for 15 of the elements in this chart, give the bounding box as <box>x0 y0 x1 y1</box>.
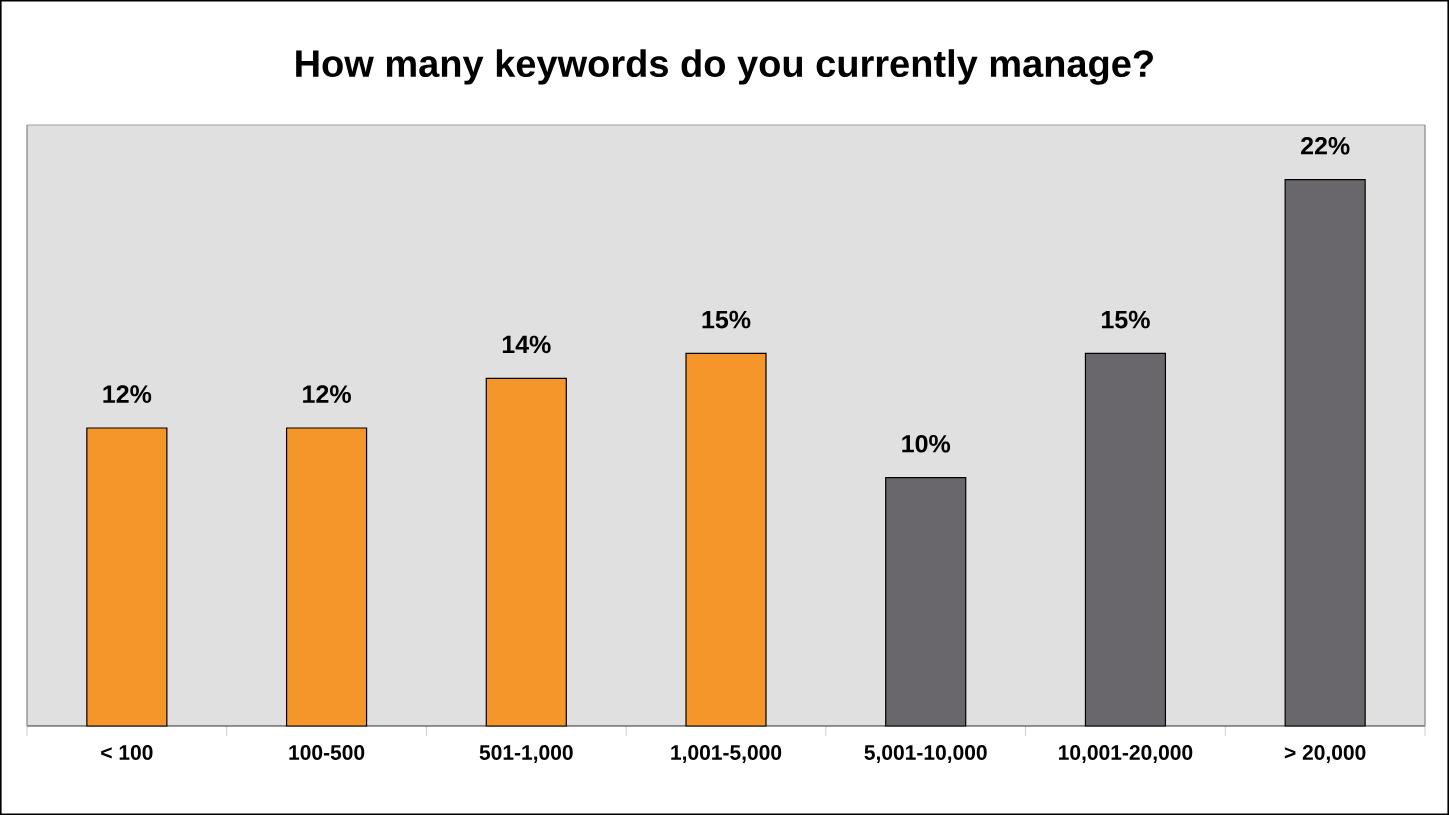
x-tick-label: 10,001-20,000 <box>1059 745 1193 763</box>
data-label: 15% <box>1101 310 1150 329</box>
data-label: 12% <box>303 385 351 403</box>
x-tick-label: 501-1,000 <box>479 745 573 763</box>
x-tick-label: 100-500 <box>289 745 365 760</box>
x-tick-label: 1,001-5,000 <box>671 745 782 763</box>
data-label: 15% <box>702 310 751 329</box>
data-label: 12% <box>103 385 152 403</box>
x-tick-label: 5,001-10,000 <box>864 745 987 763</box>
x-tick-label: > 20,000 <box>1284 745 1366 763</box>
data-label: 14% <box>502 335 551 354</box>
x-tick-label: < 100 <box>101 745 153 760</box>
data-label: 10% <box>902 434 951 453</box>
chart-title: How many keywords do you currently manage? <box>296 49 1153 85</box>
data-label: 22% <box>1301 136 1350 155</box>
